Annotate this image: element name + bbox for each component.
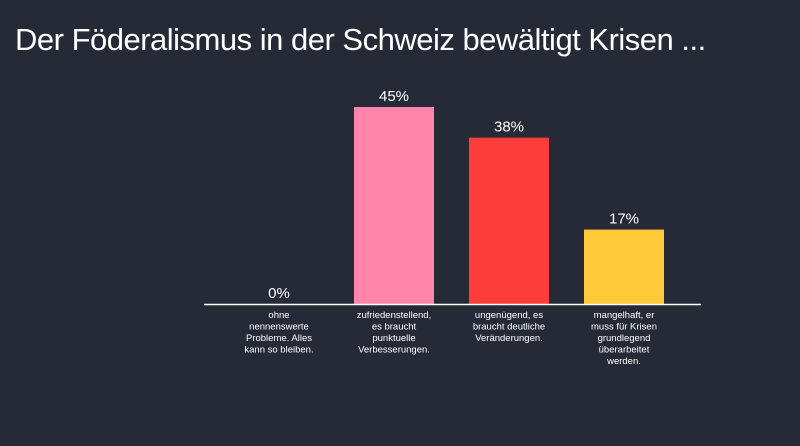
category-label-3-line-3: Veränderungen.	[475, 333, 543, 344]
category-label-1-line-2: nennenswerte	[249, 322, 309, 333]
category-label-4-line-1: mangelhaft, er	[594, 310, 655, 321]
value-label-1: 0%	[268, 285, 290, 302]
category-label-2-line-1: zufriedenstellend,	[357, 310, 431, 321]
category-label-2-line-3: punktuelle	[372, 333, 415, 344]
category-label-3: ungenügend, es braucht deutliche Veränderu…	[473, 310, 545, 344]
chart-title: Der Föderalismus in der Schweiz bewältig…	[15, 22, 706, 57]
category-label-2-line-4: Verbesserungen.	[358, 345, 430, 356]
category-label-3-line-2: braucht deutliche	[473, 322, 545, 333]
bar-2	[354, 107, 434, 304]
category-label-3-line-1: ungenügend, es	[475, 310, 543, 321]
value-label-3: 38%	[494, 119, 524, 136]
value-label-2: 45%	[379, 88, 409, 105]
category-label-4-line-2: muss für Krisen	[591, 322, 657, 333]
category-label-1: ohne nennenswerte Probleme. Alles kann so b…	[244, 310, 313, 356]
category-label-4: mangelhaft, er muss für Krisen grundlegend…	[591, 310, 657, 367]
bar-4	[584, 229, 664, 304]
category-label-1-line-1: ohne	[268, 310, 289, 321]
category-label-1-line-4: kann so bleiben.	[244, 345, 313, 356]
category-label-2: zufriedenstellend, es braucht punktuelle Ve…	[357, 310, 431, 356]
category-label-4-line-4: überarbeitet	[599, 345, 650, 356]
category-label-4-line-5: werden.	[606, 356, 641, 367]
category-label-1-line-3: Probleme. Alles	[246, 333, 312, 344]
value-label-4: 17%	[609, 211, 639, 228]
category-label-2-line-2: es braucht	[372, 322, 417, 333]
category-label-4-line-3: grundlegend	[598, 333, 651, 344]
bar-3	[469, 137, 549, 304]
